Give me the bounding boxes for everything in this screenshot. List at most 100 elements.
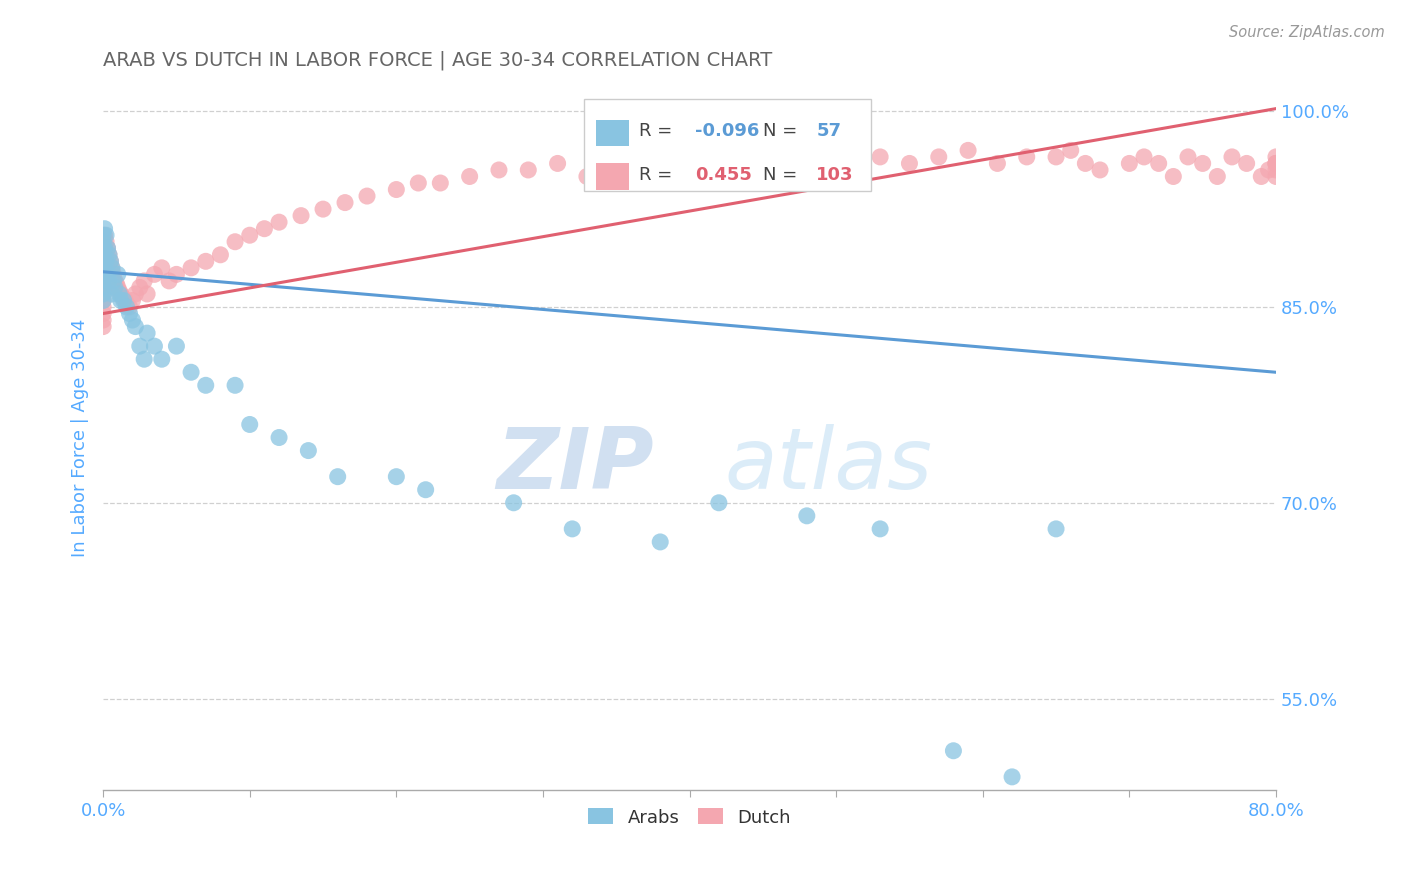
- Point: [91, 241, 114, 255]
- FancyBboxPatch shape: [583, 99, 872, 191]
- Point: [1265, 156, 1288, 170]
- Point: [124, 287, 146, 301]
- Point: [100, 274, 122, 288]
- Point: [1265, 163, 1288, 178]
- Point: [1074, 156, 1097, 170]
- Point: [839, 156, 862, 170]
- Point: [91, 241, 114, 255]
- Point: [1147, 156, 1170, 170]
- Point: [957, 144, 980, 158]
- Point: [94, 260, 117, 275]
- Point: [96, 268, 118, 282]
- Point: [96, 241, 118, 255]
- Text: ARAB VS DUTCH IN LABOR FORCE | AGE 30-34 CORRELATION CHART: ARAB VS DUTCH IN LABOR FORCE | AGE 30-34…: [103, 51, 772, 70]
- Point: [91, 235, 114, 249]
- Point: [150, 260, 173, 275]
- Point: [239, 417, 262, 432]
- Point: [128, 339, 150, 353]
- Point: [385, 182, 408, 196]
- Point: [91, 300, 114, 314]
- Point: [1250, 169, 1272, 184]
- Point: [429, 176, 451, 190]
- Point: [1001, 770, 1024, 784]
- Point: [194, 378, 217, 392]
- Point: [561, 522, 583, 536]
- Point: [1045, 150, 1067, 164]
- Point: [91, 268, 114, 282]
- Text: R =: R =: [640, 166, 678, 184]
- Point: [128, 280, 150, 294]
- Point: [605, 156, 627, 170]
- Point: [634, 163, 657, 178]
- Point: [869, 150, 891, 164]
- Point: [869, 522, 891, 536]
- Point: [103, 268, 125, 282]
- Point: [134, 352, 156, 367]
- Point: [91, 254, 114, 268]
- Point: [91, 306, 114, 320]
- Point: [94, 248, 117, 262]
- Point: [1265, 156, 1288, 170]
- Point: [93, 268, 115, 282]
- Point: [91, 293, 114, 308]
- Point: [415, 483, 437, 497]
- Point: [488, 163, 510, 178]
- Point: [91, 248, 114, 262]
- Point: [1118, 156, 1140, 170]
- Point: [121, 293, 143, 308]
- Point: [290, 209, 312, 223]
- Text: ZIP: ZIP: [496, 425, 654, 508]
- Point: [108, 285, 131, 299]
- Point: [93, 228, 115, 243]
- Point: [91, 260, 114, 275]
- Point: [312, 202, 335, 216]
- Point: [143, 268, 166, 282]
- Point: [91, 293, 114, 308]
- Point: [707, 496, 730, 510]
- Point: [110, 287, 132, 301]
- Point: [1163, 169, 1185, 184]
- Point: [165, 268, 187, 282]
- Text: N =: N =: [763, 166, 803, 184]
- Point: [1060, 144, 1083, 158]
- Point: [385, 469, 408, 483]
- Point: [91, 268, 114, 282]
- Text: atlas: atlas: [724, 425, 932, 508]
- Legend: Arabs, Dutch: Arabs, Dutch: [581, 801, 799, 834]
- Point: [93, 241, 115, 255]
- Point: [267, 215, 290, 229]
- Point: [693, 156, 716, 170]
- Point: [547, 156, 569, 170]
- Point: [98, 248, 121, 262]
- Point: [502, 496, 524, 510]
- Point: [810, 144, 832, 158]
- Point: [91, 260, 114, 275]
- Point: [98, 248, 121, 262]
- Point: [91, 274, 114, 288]
- Point: [1220, 150, 1243, 164]
- Point: [239, 228, 262, 243]
- Point: [650, 535, 672, 549]
- Point: [575, 169, 598, 184]
- Point: [115, 297, 138, 311]
- Point: [101, 260, 124, 275]
- Point: [796, 508, 818, 523]
- Point: [114, 293, 136, 308]
- Point: [101, 260, 124, 275]
- Point: [91, 254, 114, 268]
- Point: [253, 221, 276, 235]
- Point: [458, 169, 481, 184]
- Point: [107, 280, 129, 294]
- Point: [1265, 156, 1288, 170]
- Point: [91, 274, 114, 288]
- Point: [103, 274, 125, 288]
- Point: [224, 235, 246, 249]
- Point: [98, 268, 121, 282]
- Point: [101, 287, 124, 301]
- Point: [664, 150, 686, 164]
- Point: [121, 313, 143, 327]
- Point: [136, 287, 159, 301]
- Point: [112, 293, 135, 308]
- Point: [1206, 169, 1229, 184]
- Point: [118, 306, 141, 320]
